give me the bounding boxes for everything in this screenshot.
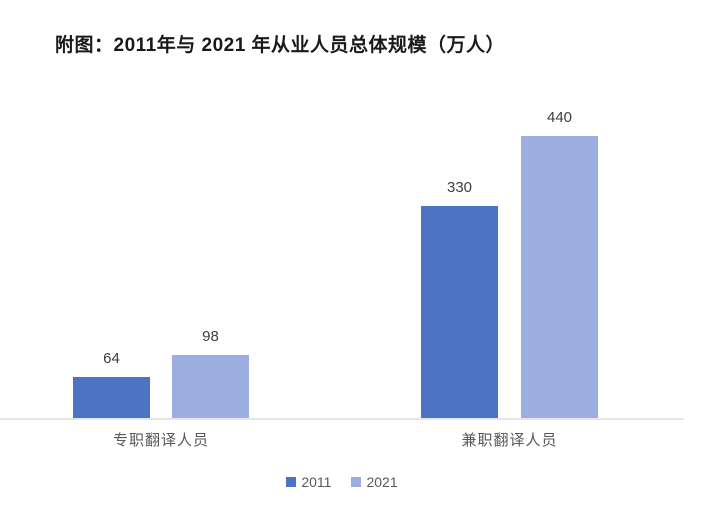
x-axis-line bbox=[0, 418, 684, 420]
data-label-2021-part-time: 440 bbox=[546, 109, 573, 126]
bar-2011-part-time bbox=[421, 206, 498, 418]
bar-2011-full-time bbox=[73, 377, 150, 418]
category-group-full-time: 64 98 bbox=[73, 328, 249, 418]
legend-item-2021: 2021 bbox=[351, 474, 398, 490]
legend-swatch-2021 bbox=[351, 477, 362, 487]
bar-column-2021-full-time: 98 bbox=[172, 328, 249, 418]
category-group-part-time: 330 440 bbox=[421, 109, 598, 418]
category-label-full-time: 专职翻译人员 bbox=[112, 432, 209, 449]
legend-label-2021: 2021 bbox=[366, 474, 398, 490]
legend-item-2011: 2011 bbox=[286, 474, 331, 490]
bar-2021-full-time bbox=[172, 355, 249, 418]
category-label-part-time: 兼职翻译人员 bbox=[461, 432, 558, 449]
bar-column-2011-part-time: 330 bbox=[421, 179, 498, 418]
data-label-2021-full-time: 98 bbox=[202, 328, 219, 345]
bar-column-2021-part-time: 440 bbox=[521, 109, 598, 418]
bar-column-2011-full-time: 64 bbox=[73, 350, 150, 418]
legend: 2011 2021 bbox=[0, 474, 684, 490]
data-label-2011-full-time: 64 bbox=[103, 350, 120, 367]
legend-swatch-2011 bbox=[286, 477, 297, 487]
chart-title: 附图：2011年与 2021 年从业人员总体规模（万人） bbox=[55, 35, 506, 56]
legend-label-2011: 2011 bbox=[301, 474, 332, 490]
data-label-2011-part-time: 330 bbox=[446, 179, 473, 196]
bar-2021-part-time bbox=[521, 136, 598, 418]
